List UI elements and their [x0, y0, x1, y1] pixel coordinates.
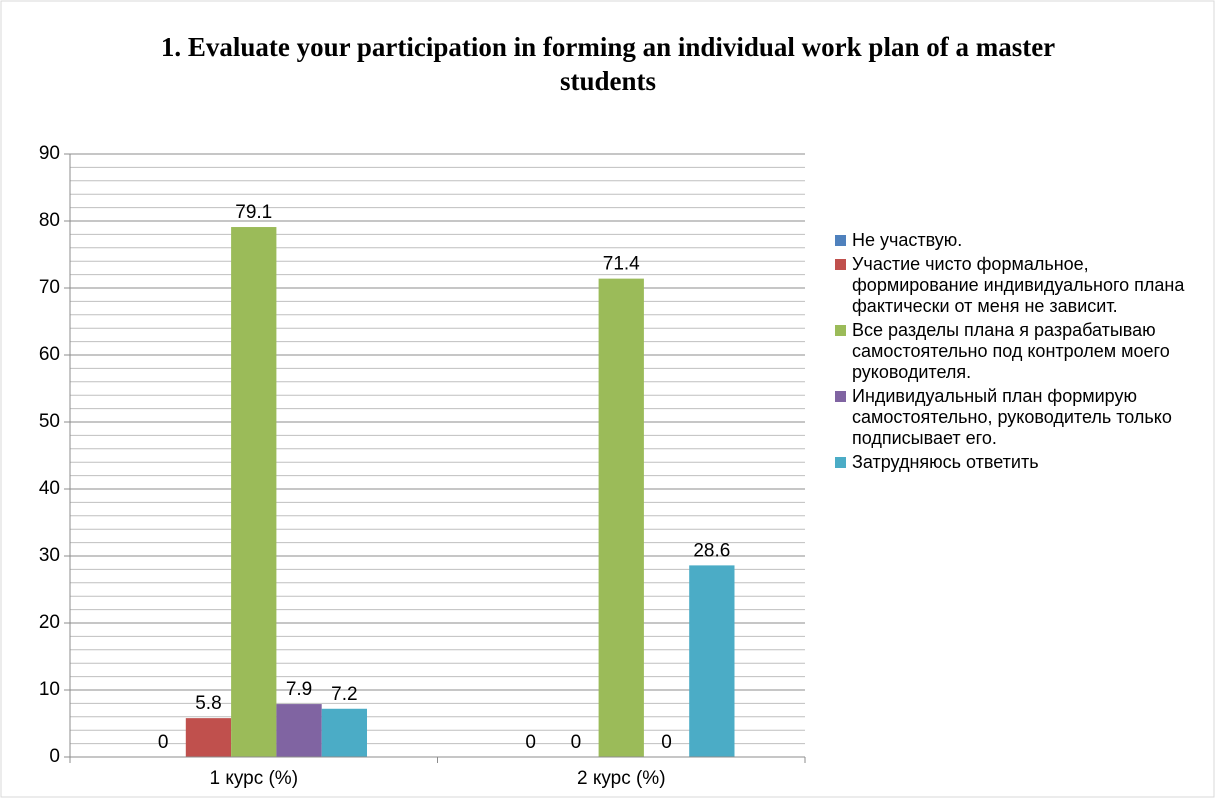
y-tick-label: 50 — [39, 411, 60, 432]
legend-swatch — [835, 259, 846, 270]
bar — [276, 704, 322, 757]
data-label: 0 — [525, 732, 536, 753]
y-tick-label: 10 — [39, 679, 60, 700]
legend-item: Участие чисто формальное, формирование и… — [835, 254, 1210, 317]
legend-swatch — [835, 235, 846, 246]
y-tick-label: 70 — [39, 277, 60, 298]
legend-swatch — [835, 325, 846, 336]
bar — [598, 278, 644, 757]
chart-title: 1. Evaluate your participation in formin… — [160, 32, 1056, 96]
legend-item: Не участвую. — [835, 230, 1210, 251]
legend: Не участвую. Участие чисто формальное, фо… — [835, 230, 1210, 476]
bar — [321, 708, 367, 757]
y-tick-label: 30 — [39, 545, 60, 566]
legend-item: Затрудняюсь ответить — [835, 452, 1210, 473]
bar — [185, 718, 232, 757]
y-tick-label: 20 — [39, 612, 60, 633]
y-tick-label: 60 — [39, 344, 60, 365]
data-label: 7.2 — [331, 684, 357, 705]
y-tick-label: 40 — [39, 478, 60, 499]
y-tick-label: 80 — [39, 210, 60, 231]
legend-label: Не участвую. — [852, 230, 963, 250]
y-tick-label: 90 — [39, 143, 60, 164]
data-label: 0 — [661, 732, 672, 753]
legend-label: Затрудняюсь ответить — [852, 452, 1039, 472]
legend-swatch — [835, 391, 846, 402]
y-tick-label: 0 — [49, 746, 60, 767]
data-label: 0 — [158, 732, 169, 753]
data-label: 79.1 — [235, 202, 272, 223]
legend-item: Индивидуальный план формирую самостоятел… — [835, 386, 1210, 449]
x-tick-label: 2 курс (%) — [577, 768, 666, 789]
legend-swatch — [835, 457, 846, 468]
data-label: 0 — [571, 732, 582, 753]
legend-label: Участие чисто формальное, формирование и… — [852, 254, 1185, 316]
bar — [231, 227, 277, 757]
data-label: 7.9 — [286, 679, 312, 700]
bar — [689, 565, 735, 757]
legend-label: Индивидуальный план формирую самостоятел… — [852, 386, 1172, 448]
x-tick-label: 1 курс (%) — [209, 768, 298, 789]
legend-item: Все разделы плана я разрабатываю самосто… — [835, 320, 1210, 383]
data-label: 71.4 — [603, 254, 640, 275]
legend-label: Все разделы плана я разрабатываю самосто… — [852, 320, 1170, 382]
data-label: 5.8 — [195, 693, 221, 714]
data-label: 28.6 — [693, 540, 730, 561]
